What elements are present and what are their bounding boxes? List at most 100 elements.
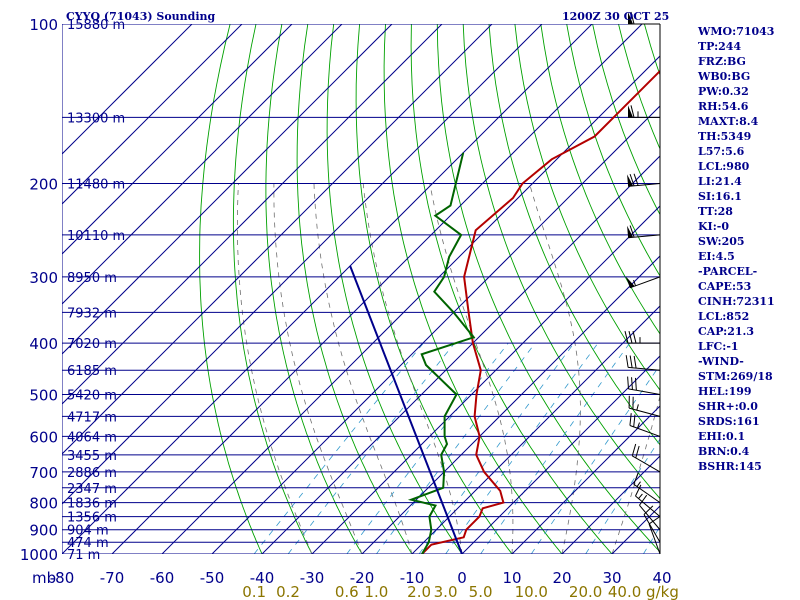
dry-adiabat [265,24,363,554]
height-label: 13300 m [67,111,125,126]
index-key: KI: [698,220,717,233]
wind-barb-staff [648,523,661,555]
height-label: 6185 m [67,364,117,379]
index-key: CAPE: [698,280,737,293]
index-key: CAP: [698,325,728,338]
isotherm [62,24,493,455]
wind-barb-staff [628,366,661,371]
index-line: SW:205 [698,234,798,249]
wind-barb-feather [628,330,633,344]
temperature-tick-label: 30 [602,569,621,587]
wind-barb [628,11,660,25]
temperature-tick-label: -70 [100,569,125,587]
mixing-ratio-label: 0.6 [335,583,359,600]
isotherm [62,24,543,505]
index-line: LCL:980 [698,159,798,174]
wind-barb-feather [630,11,635,25]
wind-barb-staff [643,514,661,543]
chart-date: 1200Z 30 OCT 25 [562,10,670,23]
plot-frame [62,24,660,554]
height-label: 2886 m [67,466,117,481]
height-label: 8950 m [67,271,117,286]
index-line: FRZ:BG [698,54,798,69]
temperature-tick-label: 10 [502,569,521,587]
moist-adiabat [237,183,313,554]
temperature-tick-label: -50 [200,569,225,587]
index-value: 0.0 [738,400,758,413]
index-line: -WIND- [698,354,798,369]
index-line: RH:54.6 [698,99,798,114]
isotherm [211,105,660,554]
mixing-ratio-label: 5.0 [469,583,493,600]
index-key: SI: [698,190,716,203]
wind-barb-flag [628,105,633,118]
isotherm [62,24,443,405]
wind-barb-feather [633,414,636,427]
index-value: 269/18 [730,370,773,383]
index-key: LFC: [698,340,727,353]
pressure-tick-label: 500 [29,386,58,404]
height-label: 4717 m [67,410,117,425]
indices-panel: WMO:71043 TP:244 FRZ:BG WB0:BG PW:0.32 RH:54.… [698,24,798,474]
pressure-tick-label: 100 [29,16,58,34]
mixing-ratio-line [480,342,631,554]
wind-barb-flag [627,174,634,187]
temperature-tick-label: 40 [652,569,671,587]
index-value: -0 [716,220,730,233]
pressure-tick-label: 900 [29,522,58,540]
pressure-tick-label: 1000 [20,546,58,564]
height-label: 7932 m [67,306,117,321]
index-key: -WIND- [698,355,744,368]
wind-barb-feather [630,105,635,118]
wind-barb [631,443,661,473]
isotherm [62,24,193,155]
pressure-tick-label: 700 [29,464,58,482]
index-value: 0.32 [721,85,749,98]
index-key: SW: [698,235,722,248]
index-value: 5.6 [725,145,745,158]
isotherm [511,405,660,554]
mixing-ratio-line [418,342,575,554]
wind-barb-flag [627,225,634,238]
index-value: BG [731,70,751,83]
index-value: 72311 [736,295,775,308]
index-key: CINH: [698,295,737,308]
index-value: -1 [726,340,739,353]
wind-barb [639,494,661,531]
isotherm [62,24,593,554]
index-value: 980 [726,160,750,173]
isotherm [62,24,243,205]
index-value: 0.4 [730,445,750,458]
series-line-3 [349,265,463,554]
wind-barb-feather [624,330,629,344]
wind-barb-feather [639,494,648,506]
series-line-2 [407,152,476,554]
index-value: 205 [721,235,745,248]
index-value: 145 [738,460,762,473]
height-label: 3455 m [67,449,117,464]
wind-barb-feather [631,443,637,457]
index-line: SI:16.1 [698,189,798,204]
temperature-tick-label: -30 [300,569,325,587]
index-key: LCL: [698,160,727,173]
index-line: MAXT:8.4 [698,114,798,129]
isotherm [261,155,660,554]
wind-barb-feather [627,376,629,389]
index-line: WB0:BG [698,69,798,84]
wind-barb-feather [633,173,639,186]
wind-barb [628,395,661,417]
height-label: 474 m [67,536,109,551]
wind-barb [643,505,661,543]
mixing-ratio-label: 20.0 [569,583,602,600]
wind-barb-feather [633,355,637,369]
index-value: 21.4 [714,175,742,188]
temperature-tick-label: 0 [457,569,467,587]
series-line-1 [421,69,660,554]
wind-barb-staff [628,234,661,239]
wind-barb [627,225,661,239]
wind-barb-feather [633,472,639,485]
wind-barb-feather [634,377,637,391]
index-line: HEL:199 [698,384,798,399]
index-value: 0.1 [725,430,746,443]
index-line: CAP:21.3 [698,324,798,339]
